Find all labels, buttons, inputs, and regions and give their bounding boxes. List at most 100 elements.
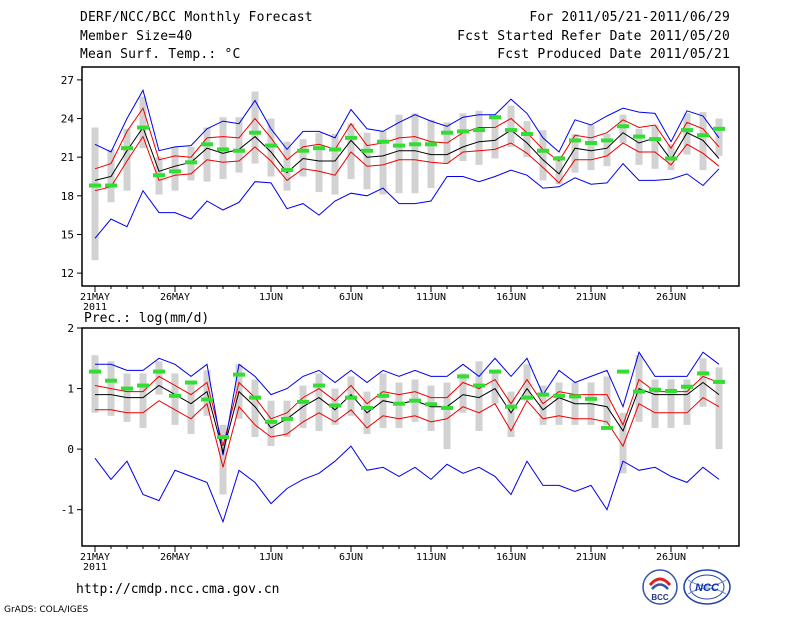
prec-median-marker [457, 374, 469, 379]
prec-median-marker [617, 369, 629, 374]
prec-xtick-label: 26MAY [160, 552, 190, 563]
temp-median-marker [121, 146, 133, 151]
temp-box [587, 124, 595, 171]
variable-label: Mean Surf. Temp.: °C [80, 47, 241, 62]
temp-median-marker [393, 143, 405, 148]
temp-box [491, 114, 499, 159]
temp-median-marker [249, 130, 261, 135]
prec-box [315, 373, 323, 431]
prec-line-max [95, 351, 720, 456]
temp-ytick-label: 21 [61, 151, 74, 164]
produced-date: Fcst Produced Date 2011/05/21 [497, 47, 730, 62]
prec-ytick-label: 1 [67, 383, 74, 396]
temp-median-marker [713, 126, 725, 131]
prec-xtick-label: 16JUN [496, 552, 526, 563]
prec-line-mean [95, 381, 720, 455]
prec-box [603, 376, 611, 425]
temp-median-marker [361, 148, 373, 153]
prec-median-marker [377, 393, 389, 398]
prec-median-marker [121, 386, 133, 391]
temp-median-marker [377, 139, 389, 144]
prec-box [187, 382, 195, 434]
temp-median-marker [89, 183, 101, 188]
prec-frame [81, 327, 740, 547]
temp-line-min [94, 162, 720, 239]
temp-box [331, 133, 339, 195]
prec-median-marker [393, 401, 405, 406]
prec-line-spread-upper [94, 375, 720, 447]
temp-box [635, 128, 643, 165]
temp-box [363, 132, 371, 190]
prec-box [619, 412, 627, 474]
temp-median-marker [697, 133, 709, 138]
temp-median-marker [617, 124, 629, 129]
temp-year-label: 2011 [83, 302, 107, 313]
prec-median-marker [441, 405, 453, 410]
temp-xtick-label: 11JUN [416, 292, 446, 303]
prec-box [651, 379, 659, 428]
temp-median-marker [649, 137, 661, 142]
temp-xtick-label: 21JUN [576, 292, 606, 303]
source-url[interactable]: http://cmdp.ncc.cma.gov.cn [76, 582, 280, 597]
temp-box [523, 121, 531, 158]
prec-box [171, 373, 179, 425]
prec-median-marker [233, 372, 245, 377]
temp-median-marker [569, 138, 581, 143]
prec-median-marker [553, 393, 565, 398]
prec-median-marker [313, 383, 325, 388]
prec-median-marker [217, 435, 229, 439]
prec-median-marker [681, 384, 693, 389]
prec-median-marker [345, 395, 357, 400]
svg-text:NCC: NCC [695, 582, 720, 594]
prec-median-marker [297, 399, 309, 404]
prec-ytick-label: 2 [67, 322, 74, 335]
prec-box [523, 364, 531, 401]
prec-median-marker [585, 396, 597, 401]
prec-median-marker [569, 394, 581, 399]
temp-box [475, 110, 483, 165]
temp-box [411, 113, 419, 194]
prec-box [139, 373, 147, 428]
prec-box [91, 355, 99, 413]
temp-median-marker [489, 115, 501, 120]
temp-median-marker [281, 168, 293, 173]
prec-median-marker [281, 416, 293, 421]
temp-box [555, 155, 563, 185]
temp-box [235, 117, 243, 173]
temp-box [139, 96, 147, 149]
temp-median-marker [313, 146, 325, 151]
temp-median-marker [553, 156, 565, 161]
prec-panel: Prec.: log(mm/d) -1 0 1 2 21MAY 26MAY 1JUN 6JUN 1… [61, 311, 740, 573]
prec-median-marker [537, 392, 549, 397]
temp-median-marker [521, 131, 533, 136]
prec-line-min [94, 445, 720, 524]
temp-median-marker [137, 125, 149, 130]
prec-xtick-label: 21MAY [80, 552, 110, 563]
temp-xtick-label: 26MAY [160, 292, 190, 303]
temp-box [203, 127, 211, 182]
prec-box [251, 379, 259, 437]
temp-median-marker [537, 148, 549, 153]
temp-median-marker [425, 142, 437, 147]
temp-ytick-label: 18 [61, 190, 74, 203]
prec-box [491, 370, 499, 404]
temp-box [651, 124, 659, 169]
temp-median-marker [233, 148, 245, 153]
prec-box [683, 379, 691, 425]
prec-xtick-label: 6JUN [339, 552, 363, 563]
prec-line-spread-lower [95, 396, 720, 468]
temp-box [571, 133, 579, 173]
temp-box [539, 130, 547, 181]
temp-median-marker [153, 173, 165, 178]
temp-box [427, 119, 435, 189]
temp-median-marker [585, 141, 597, 146]
temp-box [379, 131, 387, 195]
prec-box [555, 382, 563, 425]
temp-line-max [94, 88, 720, 153]
temp-xtick-label: 16JUN [496, 292, 526, 303]
temp-box [619, 114, 627, 144]
temp-box [91, 127, 99, 261]
prec-median-marker [473, 383, 485, 388]
prec-box [667, 379, 675, 428]
